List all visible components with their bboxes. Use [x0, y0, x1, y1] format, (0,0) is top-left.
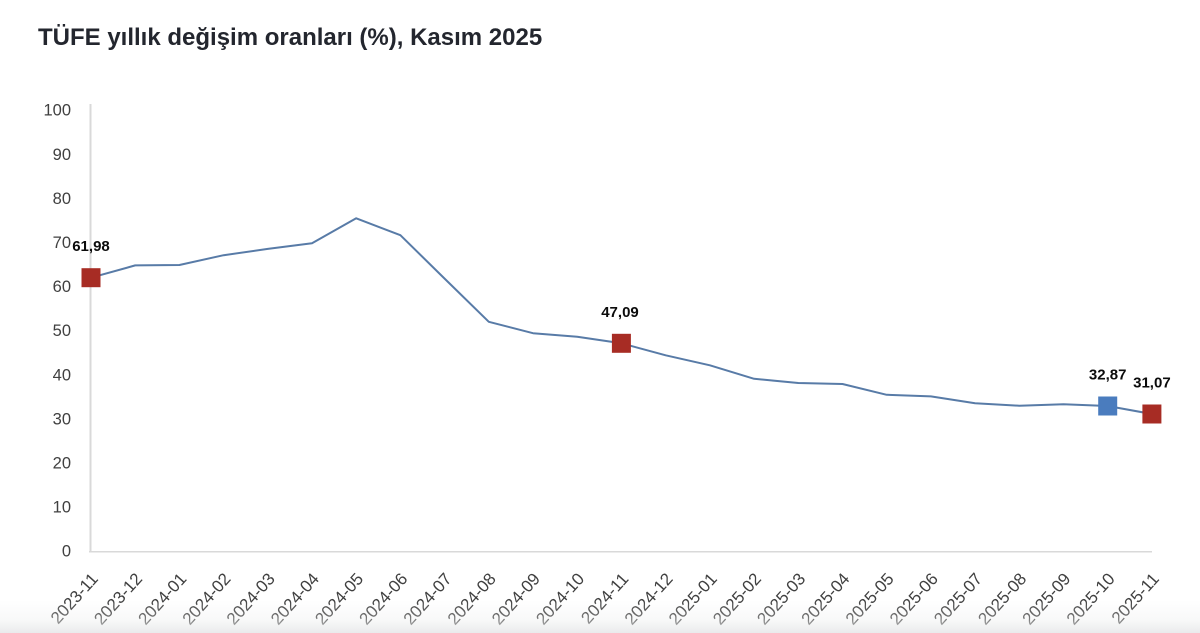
svg-text:TÜFE yıllık değişim oranları (: TÜFE yıllık değişim oranları (%), Kasım … — [38, 24, 542, 51]
svg-text:0: 0 — [62, 543, 71, 561]
svg-text:10: 10 — [53, 499, 71, 517]
svg-text:32,87: 32,87 — [1089, 367, 1127, 384]
svg-text:47,09: 47,09 — [601, 304, 639, 321]
svg-text:31,07: 31,07 — [1133, 375, 1171, 392]
svg-text:40: 40 — [53, 366, 71, 384]
svg-text:50: 50 — [53, 322, 71, 340]
svg-text:100: 100 — [43, 102, 71, 120]
svg-text:20: 20 — [53, 455, 71, 473]
svg-text:90: 90 — [53, 146, 71, 164]
svg-text:61,98: 61,98 — [72, 238, 110, 255]
svg-text:70: 70 — [53, 234, 71, 252]
svg-text:80: 80 — [53, 190, 71, 208]
svg-text:60: 60 — [53, 278, 71, 296]
svg-text:30: 30 — [53, 410, 71, 428]
